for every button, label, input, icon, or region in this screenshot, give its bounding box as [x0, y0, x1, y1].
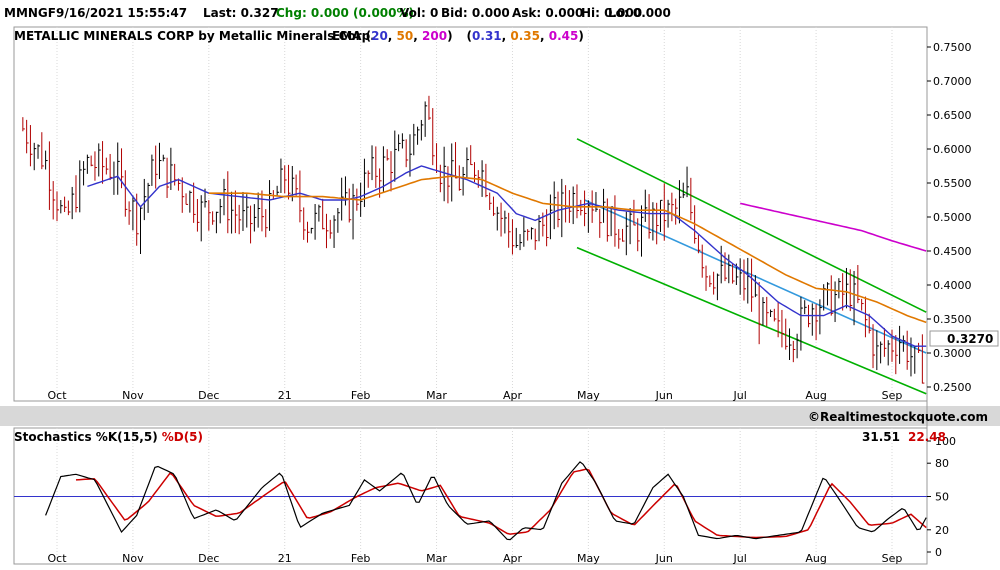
ema-value-200: 0.45: [549, 29, 579, 43]
stoch-x-label: 21: [278, 552, 292, 565]
stoch-k-label: Stochastics %K(15,5): [14, 430, 158, 444]
ema50-line: [208, 175, 927, 324]
stoch-tick-label: 20: [935, 524, 949, 537]
channel-lower-line: [576, 246, 927, 395]
price-tick-label: 0.3500: [933, 313, 972, 326]
price-x-label: Sep: [882, 389, 903, 402]
stoch-x-label: Dec: [198, 552, 219, 565]
stoch-d-line: [75, 468, 927, 539]
price-x-label: Feb: [351, 389, 370, 402]
stoch-lines: [45, 461, 927, 541]
price-tick-label: 0.4000: [933, 279, 972, 292]
stoch-tick-label: 100: [935, 435, 956, 448]
stoch-k-line: [45, 461, 927, 541]
price-x-label: May: [577, 389, 600, 402]
stoch-x-label: Nov: [122, 552, 144, 565]
stoch-title: Stochastics %K(15,5) %D(5): [14, 430, 203, 444]
stoch-d-label: %D(5): [162, 430, 203, 444]
price-tick-label: 0.3000: [933, 347, 972, 360]
last-price: Last: 0.327: [203, 6, 279, 20]
separator-band: [0, 406, 1000, 426]
stoch-x-label: Jul: [733, 552, 747, 565]
stoch-tick-label: 50: [935, 491, 949, 504]
price-tick-label: 0.5500: [933, 177, 972, 190]
price-bars: [22, 95, 925, 384]
low-price: Lo: 0.000: [608, 6, 671, 20]
ema-sep-1: ,: [388, 29, 397, 43]
stoch-x-label: Aug: [805, 552, 826, 565]
price-tick-label: 0.4500: [933, 245, 972, 258]
price-tick-label: 0.7500: [933, 41, 972, 54]
ema-values-close: ): [578, 29, 583, 43]
change-value: Chg: 0.000 (0.000%): [276, 6, 414, 20]
ema-vsep-1: ,: [502, 29, 511, 43]
price-tick-label: 0.5000: [933, 211, 972, 224]
stoch-values: 31.51 22.48: [862, 430, 946, 444]
stoch-tick-label: 0: [935, 546, 942, 559]
stoch-d-value: 22.48: [908, 430, 946, 444]
price-x-label: Jun: [655, 389, 673, 402]
price-x-label: 21: [278, 389, 292, 402]
high-price: Hi: 0.000: [581, 6, 643, 20]
stoch-tick-label: 80: [935, 457, 949, 470]
axis-labels: 0.7500 0.7000 0.6500 0.6000 0.5500 0.5000 0.45…: [47, 41, 971, 565]
volume: Vol: 0: [400, 6, 439, 20]
price-panel-frame: [13, 26, 928, 402]
ema-value-50: 0.35: [510, 29, 540, 43]
price-x-label: Dec: [198, 389, 219, 402]
price-tick-label: 0.2500: [933, 381, 972, 394]
ema-period-50: 50: [397, 29, 414, 43]
price-tick-label: 0.6500: [933, 109, 972, 122]
watermark: ©Realtimestockquote.com: [808, 410, 988, 424]
ema-period-200: 200: [422, 29, 447, 43]
stoch-x-label: Oct: [47, 552, 67, 565]
quote-datetime: 9/16/2021 15:55:47: [56, 6, 188, 20]
price-x-label: Oct: [47, 389, 67, 402]
price-x-label: Mar: [426, 389, 447, 402]
price-x-label: Apr: [503, 389, 523, 402]
ema200-line: [740, 202, 927, 252]
stoch-k-value: 31.51: [862, 430, 900, 444]
stoch-x-label: May: [577, 552, 600, 565]
price-x-label: Aug: [805, 389, 826, 402]
last-price-flag: [929, 330, 999, 347]
symbol: MMNGF: [4, 6, 56, 20]
ema-vsep-2: ,: [540, 29, 549, 43]
price-tick-label: 0.6000: [933, 143, 972, 156]
ema-close-paren: ): [447, 29, 452, 43]
ema-lines: [87, 165, 927, 347]
ema-sep-2: ,: [413, 29, 422, 43]
ask-price: Ask: 0.000: [512, 6, 584, 20]
chart-title: METALLIC MINERALS CORP by Metallic Miner…: [14, 29, 375, 43]
ema-period-20: 20: [371, 29, 388, 43]
price-tick-label: 0.7000: [933, 75, 972, 88]
price-x-label: Nov: [122, 389, 144, 402]
stoch-x-label: Feb: [351, 552, 370, 565]
stoch-x-label: Jun: [655, 552, 673, 565]
price-x-label: Jul: [733, 389, 747, 402]
ema-legend-label: EMA (: [332, 29, 371, 43]
bid-price: Bid: 0.000: [441, 6, 510, 20]
stoch-x-label: Sep: [882, 552, 903, 565]
ema-value-20: 0.31: [472, 29, 502, 43]
stoch-x-label: Mar: [426, 552, 447, 565]
ema-legend: EMA (20, 50, 200) (0.31, 0.35, 0.45): [332, 29, 584, 43]
channel-upper-line: [576, 138, 927, 313]
stoch-x-label: Apr: [503, 552, 523, 565]
ema-values-open: (: [467, 29, 472, 43]
ema20-line: [87, 165, 927, 347]
quote-header: MMNGF 9/16/2021 15:55:47 Last: 0.327 Chg…: [0, 0, 1000, 26]
last-price-label: 0.3270: [947, 332, 993, 346]
